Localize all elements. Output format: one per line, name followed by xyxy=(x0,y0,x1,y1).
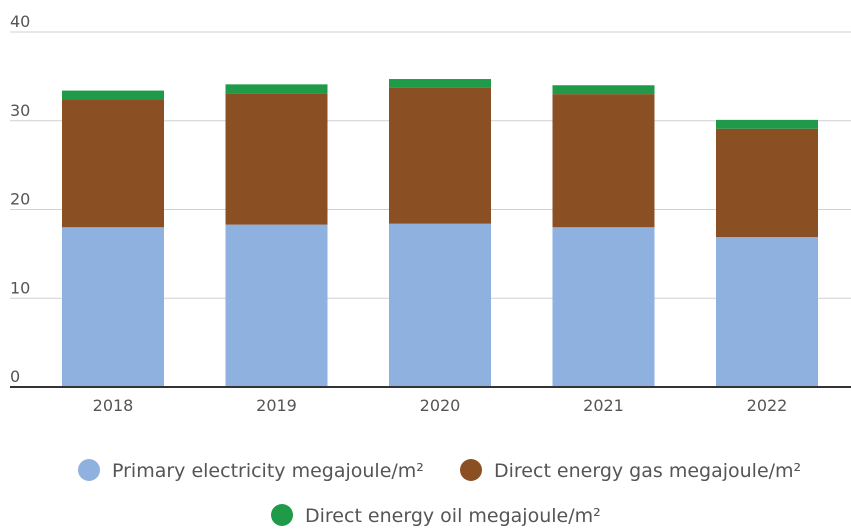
y-tick-label: 10 xyxy=(10,278,30,297)
axes: 0 10 20 30 40 2018 2019 2020 2021 2022 xyxy=(10,12,851,415)
y-tick-label: 0 xyxy=(10,367,20,386)
legend-label: Primary electricity megajoule/m² xyxy=(112,460,424,482)
bar-segment-oil xyxy=(389,79,491,88)
bar-segment-oil xyxy=(62,90,164,100)
bars xyxy=(62,79,818,387)
x-tick-label: 2019 xyxy=(256,396,297,415)
bar-segment-oil xyxy=(225,84,328,94)
bar-segment-electricity xyxy=(716,237,818,387)
x-tick-label: 2018 xyxy=(93,396,134,415)
x-tick-label: 2022 xyxy=(747,396,788,415)
bar-segment-oil xyxy=(716,119,818,129)
legend: Primary electricity megajoule/m² Direct e… xyxy=(78,459,801,527)
legend-marker xyxy=(78,459,100,481)
bar-segment-gas xyxy=(716,128,818,238)
bar-segment-electricity xyxy=(225,224,328,387)
y-tick-label: 20 xyxy=(10,190,30,209)
bar-segment-gas xyxy=(389,87,491,224)
y-tick-label: 40 xyxy=(10,12,30,31)
bar-segment-electricity xyxy=(389,223,491,387)
legend-label: Direct energy gas megajoule/m² xyxy=(494,460,801,482)
bar-segment-electricity xyxy=(62,227,164,387)
bar-segment-gas xyxy=(225,93,328,225)
legend-marker xyxy=(271,504,293,526)
legend-label: Direct energy oil megajoule/m² xyxy=(305,505,601,527)
legend-marker xyxy=(460,459,482,481)
bar-segment-gas xyxy=(62,99,164,228)
x-tick-label: 2020 xyxy=(420,396,461,415)
x-tick-label: 2021 xyxy=(583,396,624,415)
bar-segment-gas xyxy=(552,94,655,228)
bar-segment-oil xyxy=(552,85,655,95)
y-tick-label: 30 xyxy=(10,101,30,120)
bar-segment-electricity xyxy=(552,227,655,387)
